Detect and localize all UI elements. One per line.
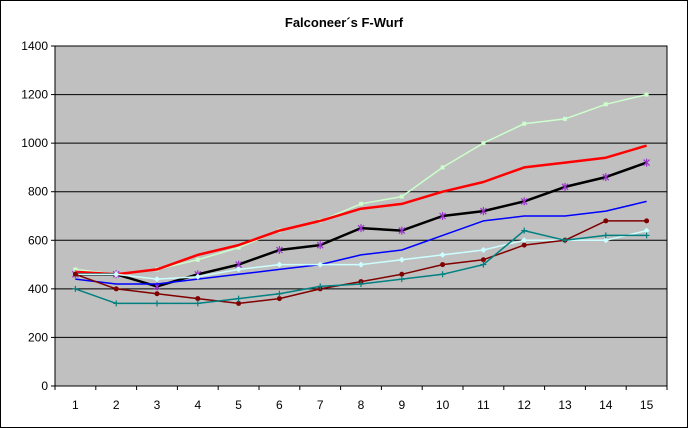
- plot-background: [54, 45, 668, 387]
- data-point-s7-x4: [194, 300, 201, 307]
- data-point-s7-x14: [602, 232, 609, 239]
- data-point-s1-x8: [359, 201, 363, 206]
- x-tick-label-13: 13: [558, 398, 572, 412]
- data-point-s7-x12: [521, 227, 528, 234]
- data-point-s6-x5: [236, 300, 242, 306]
- data-point-s5-x9: [398, 256, 405, 263]
- data-point-s7-x7: [317, 283, 324, 290]
- y-tick-label-0: 0: [41, 379, 48, 393]
- data-point-s6-x2: [113, 286, 119, 292]
- data-point-s7-x1: [72, 285, 79, 292]
- x-tick-label-2: 2: [113, 398, 120, 412]
- data-point-s6-x10: [440, 262, 446, 268]
- data-point-s1-x9: [399, 194, 404, 199]
- axes: [51, 45, 668, 390]
- series-line-4: [75, 200, 647, 285]
- data-point-s7-x2: [113, 300, 120, 307]
- data-point-s5-x2: [113, 271, 120, 278]
- series-group: [71, 92, 651, 307]
- data-point-s7-x15: [643, 232, 650, 239]
- data-point-s7-x6: [276, 290, 283, 297]
- data-point-s5-x8: [358, 261, 364, 268]
- data-point-s1-x1: [73, 267, 78, 272]
- x-tick-label-1: 1: [72, 398, 79, 412]
- data-point-s5-x6: [276, 261, 283, 268]
- y-tick-label-1400: 1400: [21, 39, 48, 53]
- data-point-s3-x7: [316, 241, 324, 250]
- data-point-s6-x15: [644, 218, 650, 224]
- y-tick-label-400: 400: [28, 282, 48, 296]
- y-tick-label-1200: 1200: [21, 88, 48, 102]
- x-tick-label-14: 14: [599, 398, 613, 412]
- data-point-s1-x11: [481, 141, 486, 146]
- data-point-s1-x12: [522, 121, 527, 126]
- data-point-s5-x12: [521, 237, 528, 244]
- data-point-s3-x9: [398, 226, 406, 235]
- data-point-s7-x11: [480, 261, 487, 268]
- data-point-s6-x6: [276, 296, 282, 302]
- data-point-s6-x9: [399, 271, 405, 277]
- data-point-s7-x9: [398, 276, 405, 283]
- data-point-s6-x4: [195, 296, 201, 302]
- data-point-s6-x1: [72, 271, 78, 277]
- x-tick-label-3: 3: [154, 398, 161, 412]
- data-point-s6-x3: [154, 291, 160, 297]
- data-point-s1-x15: [644, 92, 649, 97]
- y-tick-label-800: 800: [28, 185, 48, 199]
- data-point-s7-x5: [235, 295, 242, 302]
- data-point-s3-x13: [561, 182, 569, 191]
- data-point-s7-x8: [358, 281, 364, 287]
- x-tick-label-11: 11: [477, 398, 490, 412]
- x-tick-label-6: 6: [276, 398, 283, 412]
- data-point-s5-x5: [235, 266, 242, 273]
- data-point-s1-x4: [195, 257, 200, 262]
- data-point-s6-x11: [480, 257, 486, 263]
- series-line-2: [75, 144, 647, 276]
- y-tick-label-200: 200: [28, 330, 48, 344]
- data-point-s5-x11: [480, 247, 487, 253]
- data-point-s5-x4: [194, 273, 201, 280]
- x-tick-label-12: 12: [518, 398, 532, 412]
- x-tick-label-8: 8: [358, 398, 365, 412]
- data-point-s3-x12: [520, 197, 528, 206]
- data-point-s1-x5: [236, 245, 241, 250]
- data-point-s1-x13: [563, 116, 567, 121]
- data-point-s6-x12: [521, 242, 527, 248]
- data-point-s5-x7: [317, 261, 324, 268]
- data-point-s1-x10: [440, 165, 445, 170]
- x-tick-label-5: 5: [235, 398, 242, 412]
- data-point-s1-x14: [603, 102, 608, 107]
- data-point-s7-x10: [439, 271, 446, 278]
- data-point-s5-x15: [643, 227, 650, 234]
- x-tick-label-4: 4: [194, 398, 201, 412]
- x-tick-label-15: 15: [640, 398, 654, 412]
- data-point-s3-x14: [602, 173, 610, 182]
- data-point-s3-x15: [643, 158, 651, 167]
- data-point-s3-x8: [357, 224, 365, 233]
- plot-area: [54, 45, 668, 387]
- data-point-s3-x10: [439, 212, 447, 220]
- data-point-s6-x14: [603, 218, 609, 224]
- y-tick-label-600: 600: [28, 233, 48, 247]
- x-tick-label-7: 7: [317, 398, 324, 412]
- data-point-s7-x3: [154, 300, 160, 307]
- y-tick-label-1000: 1000: [21, 136, 48, 150]
- data-point-s3-x6: [275, 246, 283, 254]
- data-point-s7-x13: [562, 237, 568, 244]
- chart-title: Falconeer´s F-Wurf: [284, 15, 404, 30]
- x-tick-label-10: 10: [436, 398, 450, 412]
- x-tick-label-9: 9: [398, 398, 405, 412]
- data-point-s3-x11: [479, 207, 487, 216]
- data-point-s5-x10: [439, 251, 446, 258]
- data-point-s5-x3: [154, 276, 160, 283]
- data-point-s5-x14: [602, 237, 609, 244]
